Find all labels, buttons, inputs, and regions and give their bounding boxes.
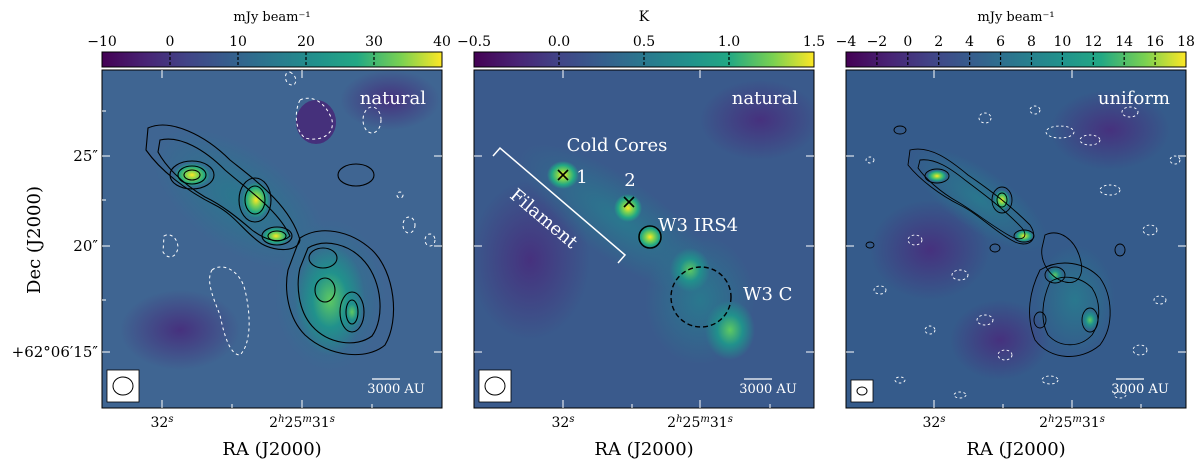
beam-ellipse-right xyxy=(856,386,868,396)
irs4-circle xyxy=(638,225,662,249)
beam-ellipse-left xyxy=(112,376,134,396)
colorbar-tick-label: 10 xyxy=(229,34,247,50)
panel-left: mJy beam⁻¹ −10 0 10 20 30 40 xyxy=(12,10,451,460)
map-middle-label: natural xyxy=(732,88,798,109)
colorbar-tick-label: 20 xyxy=(297,34,315,50)
colorbar-tick-label: 2 xyxy=(934,34,943,50)
map-right-ticks xyxy=(846,70,1186,408)
beam-box-left xyxy=(106,369,140,403)
filament-bracket xyxy=(492,146,627,264)
x-tick-middle-32s: 32s xyxy=(552,414,575,432)
map-middle-ticks xyxy=(474,70,814,408)
colorbar-tick-label: 0.5 xyxy=(633,34,655,50)
colorbar-tick-label: −4 xyxy=(836,34,857,50)
colorbar-tick-label: 1.0 xyxy=(718,34,740,50)
colorbar-middle-label: K xyxy=(639,9,650,25)
x-tick-left-2h25m31s: 2h25m31s xyxy=(269,414,335,432)
panel-middle: K −0.5 0.0 0.5 1.0 1.5 natural Cold C xyxy=(457,9,825,460)
colorbar-tick-label: 40 xyxy=(433,34,451,50)
x-tick-right-2h25m31s: 2h25m31s xyxy=(1039,414,1105,432)
x-axis-label-middle: RA (J2000) xyxy=(594,439,693,460)
colorbar-tick-label: 0 xyxy=(166,34,175,50)
y-tick-25: 25″ xyxy=(73,147,98,165)
colorbar-tick-label: 6 xyxy=(996,34,1005,50)
colorbar-tick-label: 30 xyxy=(365,34,383,50)
annotation-core1: 1 xyxy=(576,167,587,188)
colorbar-right xyxy=(845,51,1187,68)
colorbar-left-ticks: −10 0 10 20 30 40 xyxy=(87,34,451,67)
scale-bar-left-label: 3000 AU xyxy=(367,382,425,397)
colorbar-left xyxy=(101,51,443,68)
colorbar-right-ticks: −4 −2 0 2 4 6 8 10 12 14 16 18 xyxy=(836,34,1195,67)
annotation-cold-cores: Cold Cores xyxy=(567,135,668,156)
annotation-irs4: W3 IRS4 xyxy=(658,215,738,236)
beam-box-right xyxy=(850,379,874,403)
core2-cross xyxy=(623,196,635,208)
y-axis-label: Dec (J2000) xyxy=(24,186,45,294)
colorbar-tick-label: 12 xyxy=(1084,34,1102,50)
map-right-label: uniform xyxy=(1098,88,1170,109)
colorbar-tick-label: 8 xyxy=(1027,34,1036,50)
w3c-circle xyxy=(670,266,732,328)
colorbar-tick-label: 4 xyxy=(965,34,974,50)
colorbar-tick-label: 10 xyxy=(1053,34,1071,50)
map-left-label: natural xyxy=(360,88,426,109)
map-left xyxy=(102,70,442,408)
annotation-w3c: W3 C xyxy=(743,284,792,305)
colorbar-tick-label: −0.5 xyxy=(457,34,491,50)
colorbar-tick-label: 1.5 xyxy=(803,34,825,50)
colorbar-tick-label: 0 xyxy=(903,34,912,50)
map-middle xyxy=(474,70,814,408)
colorbar-right-label: mJy beam⁻¹ xyxy=(977,10,1054,25)
x-tick-right-32s: 32s xyxy=(923,414,946,432)
colorbar-left-label: mJy beam⁻¹ xyxy=(233,10,310,25)
colorbar-tick-label: 0.0 xyxy=(548,34,570,50)
x-axis-label-right: RA (J2000) xyxy=(966,439,1065,460)
y-tick-20: 20″ xyxy=(73,237,98,255)
scale-bar-right-label: 3000 AU xyxy=(1111,382,1169,397)
scale-bar-middle-label: 3000 AU xyxy=(739,382,797,397)
map-right xyxy=(846,70,1186,408)
y-tick-15: +62°06′15″ xyxy=(12,343,99,361)
colorbar-middle-ticks: −0.5 0.0 0.5 1.0 1.5 xyxy=(457,34,825,67)
colorbar-tick-label: 14 xyxy=(1115,34,1133,50)
colorbar-tick-label: −10 xyxy=(87,34,117,50)
map-left-frame xyxy=(101,69,443,409)
x-axis-label-left: RA (J2000) xyxy=(222,439,321,460)
x-tick-left-32s: 32s xyxy=(151,414,174,432)
annotation-core2: 2 xyxy=(624,170,635,191)
colorbar-tick-label: 16 xyxy=(1146,34,1164,50)
beam-box-middle xyxy=(478,369,512,403)
map-left-ticks xyxy=(102,70,442,408)
panel-right: mJy beam⁻¹ −4 −2 0 2 4 6 8 10 12 14 16 18 xyxy=(836,10,1195,460)
beam-ellipse-middle xyxy=(484,376,506,396)
colorbar-tick-label: 18 xyxy=(1177,34,1195,50)
core1-cross xyxy=(557,169,569,181)
map-right-frame xyxy=(845,69,1187,409)
x-tick-middle-2h25m31s: 2h25m31s xyxy=(667,414,733,432)
map-middle-frame xyxy=(473,69,815,409)
colorbar-tick-label: −2 xyxy=(867,34,888,50)
